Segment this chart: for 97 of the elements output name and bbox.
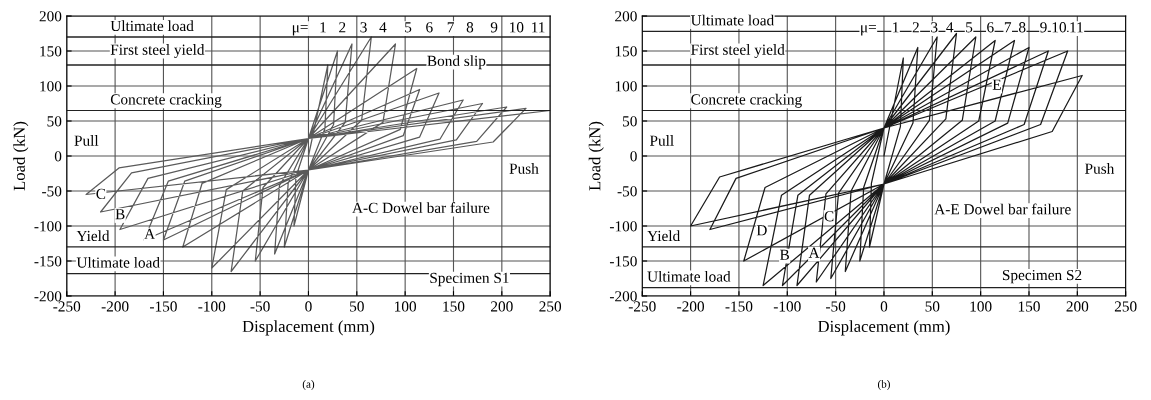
annotation: 2	[912, 22, 919, 33]
annotation: 9	[490, 22, 498, 33]
y-tick-label: 0	[630, 151, 637, 162]
annotation: Specimen S2	[1002, 269, 1082, 284]
annotation: 7	[447, 22, 454, 33]
annotation: Bond slip	[427, 55, 486, 70]
annotation: 1	[320, 22, 326, 33]
annotation: 6	[426, 22, 433, 33]
annotation: 3	[931, 22, 938, 33]
annotation: 8	[466, 22, 474, 33]
x-tick-label: -200	[101, 301, 129, 312]
x-tick-label: -50	[250, 301, 270, 312]
x-tick-label: 50	[925, 301, 940, 312]
y-tick-label: -150	[609, 256, 637, 267]
x-tick-label: 50	[350, 301, 364, 312]
x-tick-label: -100	[198, 301, 226, 312]
x-tick-label: -50	[826, 301, 846, 312]
annotation: μ=	[861, 25, 876, 36]
y-tick-label: -200	[34, 291, 62, 302]
y-axis-title: Load (kN)	[13, 121, 29, 191]
annotation: First steel yield	[110, 44, 205, 58]
y-tick-label: 50	[623, 116, 637, 127]
y-tick-label: -200	[609, 291, 637, 302]
annotation: 7	[1004, 22, 1012, 33]
annotation: First steel yield	[691, 44, 785, 58]
annotation: 2	[339, 22, 346, 33]
ref-line-label: Concrete cracking	[110, 93, 222, 108]
y-tick-label: 150	[615, 46, 637, 57]
x-tick-label: 100	[395, 301, 417, 312]
annotation: C	[824, 211, 834, 222]
annotation: B	[779, 249, 789, 260]
y-tick-label: 50	[47, 116, 62, 127]
annotation: 8	[1018, 22, 1026, 33]
annotation: Pull	[649, 135, 674, 146]
x-tick-label: 250	[1114, 301, 1137, 312]
x-tick-label: -250	[628, 301, 656, 312]
ref-line-label: Yield	[76, 230, 110, 242]
annotation: 5	[966, 22, 973, 33]
annotation: 11	[1070, 22, 1083, 33]
annotation: 6	[987, 22, 994, 33]
annotation: Push	[509, 163, 539, 174]
annotation: Pull	[74, 135, 99, 146]
y-axis-title: Load (kN)	[588, 121, 604, 191]
annotation: A	[808, 247, 820, 258]
x-tick-label: -250	[53, 301, 81, 312]
annotation: Push	[1085, 163, 1115, 174]
annotation: A	[144, 228, 156, 239]
x-tick-label: 200	[1066, 301, 1089, 312]
x-tick-label: -150	[150, 301, 177, 312]
x-tick-label: 200	[491, 301, 513, 312]
annotation: 9	[1040, 22, 1047, 33]
y-tick-label: -150	[34, 256, 62, 267]
annotation: C	[96, 188, 106, 200]
x-axis-title: Displacement (mm)	[818, 320, 950, 336]
y-tick-label: 200	[39, 11, 62, 22]
x-tick-label: 250	[539, 301, 562, 312]
x-tick-label: -100	[773, 301, 801, 312]
annotation: 4	[379, 22, 387, 33]
annotation: μ=	[292, 25, 308, 36]
ref-line-label: Concrete cracking	[691, 93, 802, 108]
y-tick-label: -50	[617, 186, 637, 197]
x-axis-title: Displacement (mm)	[242, 320, 375, 336]
y-tick-label: -100	[34, 221, 62, 232]
ref-line-label: Ultimate load	[76, 256, 160, 268]
annotation: E	[992, 79, 1001, 90]
x-tick-label: 0	[880, 301, 888, 312]
annotation: D	[756, 225, 767, 236]
annotation: 10	[510, 22, 524, 33]
text: (b)	[877, 380, 890, 391]
annotation: 3	[360, 22, 367, 33]
y-tick-label: 0	[54, 151, 62, 162]
y-tick-label: -50	[42, 186, 62, 197]
y-tick-label: -100	[609, 221, 637, 232]
y-tick-label: 200	[615, 11, 637, 22]
annotation: 11	[532, 22, 545, 33]
annotation: Specimen S1	[430, 272, 509, 287]
annotation: 5	[405, 22, 412, 33]
x-tick-label: -200	[677, 301, 705, 312]
ref-line-label: Yield	[647, 230, 681, 242]
y-tick-label: 100	[615, 81, 637, 92]
ref-line-label: Ultimate load	[690, 14, 774, 26]
annotation: A-C Dowel bar failure	[352, 202, 490, 214]
annotation: B	[115, 209, 125, 220]
x-tick-label: 100	[970, 301, 992, 312]
ref-line-label: Ultimate load	[110, 20, 194, 32]
x-tick-label: 0	[305, 301, 312, 312]
x-tick-label: -150	[725, 301, 753, 312]
annotation: 10	[1052, 22, 1067, 33]
x-tick-label: 150	[443, 301, 465, 312]
annotation: 1	[893, 22, 899, 33]
annotation: 4	[946, 22, 954, 33]
text: (a)	[302, 380, 315, 391]
y-tick-label: 150	[40, 46, 62, 57]
ref-line-label: Ultimate load	[647, 270, 731, 282]
y-tick-label: 100	[40, 81, 62, 92]
x-tick-label: 150	[1018, 301, 1040, 312]
annotation: A-E Dowel bar failure	[934, 203, 1071, 215]
